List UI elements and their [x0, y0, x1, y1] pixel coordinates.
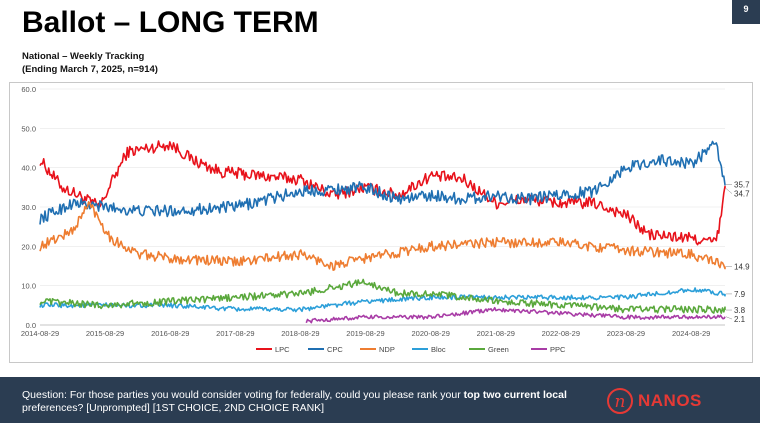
end-label-leader: [725, 188, 733, 194]
end-value-label-green: 3.8: [734, 306, 746, 315]
slide-title: Ballot – LONG TERM: [22, 6, 319, 39]
question-text-bold: top two current local: [463, 389, 567, 401]
nanos-logo-text: NANOS: [638, 391, 702, 410]
footer-bar: [0, 377, 760, 423]
end-value-label-bloc: 7.9: [734, 290, 746, 299]
legend-label-ppc: PPC: [550, 345, 566, 354]
question-text-1: Question: For those parties you would co…: [22, 389, 464, 401]
x-tick-label: 2020-08-29: [412, 329, 450, 338]
end-value-label-ppc: 2.1: [734, 315, 746, 324]
x-tick-label: 2021-08-29: [477, 329, 515, 338]
series-line-ndp: [39, 201, 726, 271]
chart-frame: 0.0 10.0 20.0 30.0 40.0 50.0 60.0 2014-08-29 201…: [9, 82, 753, 363]
end-label-leader: [725, 316, 733, 320]
x-tick-label: 2019-08-29: [346, 329, 384, 338]
y-tick-label: 30.0: [21, 203, 36, 212]
end-value-label-cpc: 35.7: [734, 181, 750, 190]
slide-subtitle: National – Weekly Tracking (Ending March…: [22, 50, 158, 76]
x-tick-label: 2023-08-29: [607, 329, 645, 338]
y-tick-label: 10.0: [21, 282, 36, 291]
subtitle-line-2: (Ending March 7, 2025, n=914): [22, 64, 158, 75]
y-tick-label: 0.0: [26, 321, 36, 330]
x-tick-label: 2022-08-29: [542, 329, 580, 338]
survey-question: Question: For those parties you would co…: [22, 389, 582, 415]
y-tick-label: 50.0: [21, 124, 36, 133]
question-text-2: preferences? [Unprompted] [1ST CHOICE, 2…: [22, 402, 325, 414]
series-line-cpc: [39, 140, 726, 225]
x-tick-label: 2024-08-29: [672, 329, 710, 338]
legend-label-bloc: Bloc: [431, 345, 446, 354]
y-tick-label: 60.0: [21, 85, 36, 94]
nanos-logo-mark-icon: n: [607, 388, 633, 414]
nanos-logo: n NANOS: [607, 386, 702, 416]
series-line-lpc: [39, 140, 726, 246]
series-line-ppc: [305, 306, 726, 324]
legend-label-lpc: LPC: [275, 345, 290, 354]
series-line-green: [39, 278, 726, 314]
legend-label-green: Green: [488, 345, 509, 354]
y-tick-label: 20.0: [21, 242, 36, 251]
subtitle-line-1: National – Weekly Tracking: [22, 51, 145, 62]
x-tick-label: 2015-08-29: [86, 329, 124, 338]
x-tick-label: 2018-08-29: [281, 329, 319, 338]
series-line-bloc: [39, 287, 726, 313]
x-tick-label: 2017-08-29: [216, 329, 254, 338]
x-tick-label: 2016-08-29: [151, 329, 189, 338]
end-value-label-lpc: 34.7: [734, 190, 750, 199]
legend-label-ndp: NDP: [379, 345, 395, 354]
x-tick-label: 2014-08-29: [21, 329, 59, 338]
y-tick-label: 40.0: [21, 164, 36, 173]
page-number: 9: [732, 0, 760, 24]
end-value-label-ndp: 14.9: [734, 262, 750, 271]
legend-label-cpc: CPC: [327, 345, 343, 354]
ballot-line-chart: 0.0 10.0 20.0 30.0 40.0 50.0 60.0 2014-08-29 201…: [21, 85, 750, 354]
